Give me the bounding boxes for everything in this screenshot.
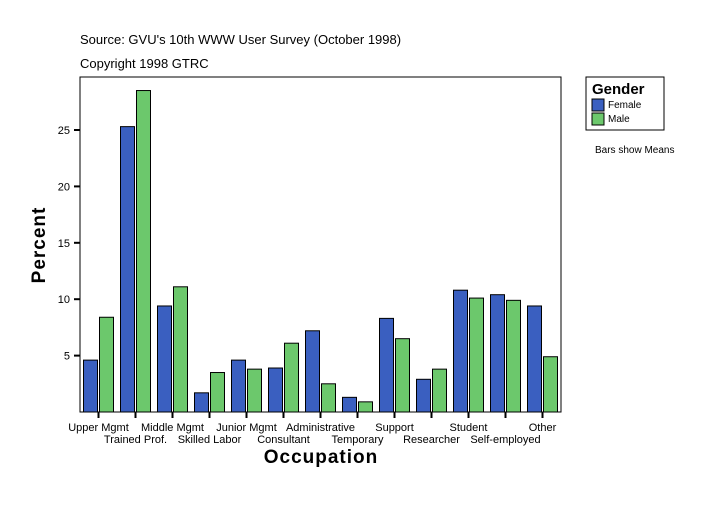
bar-male bbox=[284, 342, 299, 413]
bar-male bbox=[136, 90, 151, 413]
bar-male bbox=[210, 372, 225, 413]
y-tick-label: 20 bbox=[58, 181, 70, 193]
x-tick-label: Self-employed bbox=[470, 434, 540, 446]
bar-female bbox=[305, 330, 320, 413]
y-tick-label: 5 bbox=[64, 351, 70, 363]
x-tick-label: Upper Mgmt bbox=[68, 422, 129, 434]
x-tick-label: Support bbox=[375, 422, 414, 434]
bar-female bbox=[120, 126, 135, 413]
y-tick-label: 15 bbox=[58, 238, 70, 250]
y-tick-label: 10 bbox=[58, 294, 70, 306]
bar-female bbox=[194, 392, 209, 413]
legend-swatch-female bbox=[591, 98, 605, 112]
plot-area bbox=[79, 76, 562, 413]
legend-label-female: Female bbox=[608, 100, 642, 111]
chart-subtitle: Copyright 1998 GTRC bbox=[80, 56, 209, 71]
x-tick-label: Middle Mgmt bbox=[141, 422, 204, 434]
x-tick-label: Trained Prof. bbox=[104, 434, 167, 446]
legend: Gender Female Male bbox=[585, 76, 665, 131]
x-tick-label: Skilled Labor bbox=[178, 434, 242, 446]
bars-note: Bars show Means bbox=[595, 145, 674, 156]
legend-swatch-male bbox=[591, 112, 605, 126]
bar-male bbox=[469, 297, 484, 413]
x-tick-label: Junior Mgmt bbox=[216, 422, 277, 434]
bar-male bbox=[432, 368, 447, 413]
x-tick-label: Temporary bbox=[332, 434, 384, 446]
bar-female bbox=[453, 289, 468, 413]
bar-male bbox=[99, 316, 114, 413]
bar-male bbox=[395, 338, 410, 413]
x-tick-label: Student bbox=[450, 422, 488, 434]
bar-male bbox=[543, 356, 558, 413]
legend-title: Gender bbox=[592, 81, 645, 98]
x-axis-label: Occupation bbox=[264, 447, 379, 468]
legend-label-male: Male bbox=[608, 114, 630, 125]
x-tick-label: Other bbox=[529, 422, 557, 434]
y-axis-label: Percent bbox=[29, 207, 50, 284]
bar-male bbox=[506, 299, 521, 413]
bar-female bbox=[342, 396, 357, 413]
chart-title: Source: GVU's 10th WWW User Survey (Octo… bbox=[80, 32, 401, 47]
bar-female bbox=[416, 378, 431, 413]
bar-female bbox=[157, 305, 172, 413]
bar-female bbox=[83, 359, 98, 413]
x-tick-label: Consultant bbox=[257, 434, 310, 446]
bar-female bbox=[490, 294, 505, 413]
bar-male bbox=[247, 368, 262, 413]
bar-female bbox=[231, 359, 246, 413]
bar-male bbox=[358, 401, 373, 413]
bar-male bbox=[321, 383, 336, 413]
x-tick-label: Researcher bbox=[403, 434, 460, 446]
bar-female bbox=[379, 317, 394, 413]
bar-female bbox=[268, 367, 283, 413]
bar-male bbox=[173, 286, 188, 413]
y-tick-label: 25 bbox=[58, 125, 70, 137]
x-tick-label: Administrative bbox=[286, 422, 355, 434]
bar-female bbox=[527, 305, 542, 413]
